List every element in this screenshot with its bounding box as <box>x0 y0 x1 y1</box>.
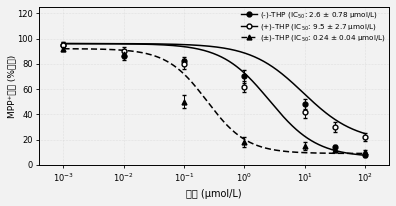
Y-axis label: MPP⁺摄取 (%对照): MPP⁺摄取 (%对照) <box>7 54 16 117</box>
X-axis label: 浓度 (μmol/L): 浓度 (μmol/L) <box>187 189 242 199</box>
Legend: (-)-THP (IC$_{50}$: 2.6 ± 0.78 μmol/L), (+)-THP (IC$_{50}$: 9.5 ± 2.7 μmol/L), (: (-)-THP (IC$_{50}$: 2.6 ± 0.78 μmol/L), … <box>240 8 388 45</box>
